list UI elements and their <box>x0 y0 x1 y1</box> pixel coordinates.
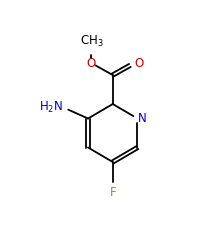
Text: H$_2$N: H$_2$N <box>39 100 63 115</box>
Text: O: O <box>87 57 96 70</box>
Text: F: F <box>109 186 116 199</box>
Text: CH$_3$: CH$_3$ <box>80 34 103 49</box>
Text: O: O <box>134 57 143 70</box>
Text: N: N <box>138 112 146 125</box>
